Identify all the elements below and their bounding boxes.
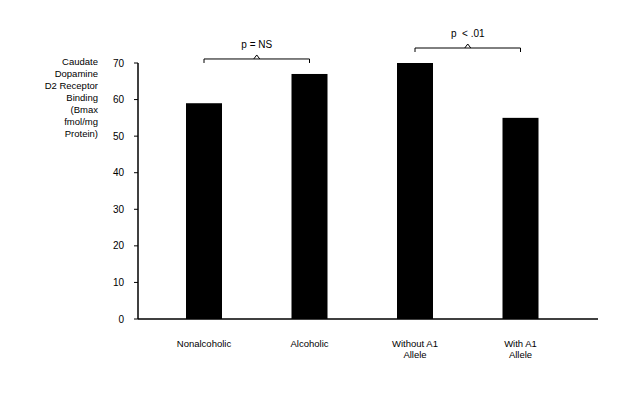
y-tick — [134, 319, 138, 320]
annotation: p < .01 — [451, 28, 485, 39]
bar — [397, 63, 433, 319]
y-tick-label: 60 — [113, 94, 125, 105]
chart: 0 10 20 30 40 50 60 70 CaudateDopamineD2 Recepto… — [0, 0, 630, 395]
x-tick-label-line: Allele — [509, 349, 532, 360]
y-axis-label-line: (Bmax — [71, 104, 99, 115]
y-tick — [134, 209, 138, 210]
x-axis — [138, 318, 598, 320]
bar — [292, 74, 328, 319]
x-tick-label: Alcoholic — [290, 338, 328, 349]
y-tick — [134, 282, 138, 283]
y-tick-label: 70 — [113, 58, 125, 69]
y-axis-label-line: Binding — [66, 92, 98, 103]
bracket-caret — [465, 44, 471, 48]
x-tick-label-line: Nonalcoholic — [177, 338, 232, 349]
y-axis-label-line: Protein) — [65, 128, 98, 139]
y-tick — [134, 172, 138, 173]
bar — [503, 118, 539, 319]
x-tick-label-line: Allele — [403, 349, 426, 360]
y-tick — [134, 245, 138, 246]
annotation: p = NS — [241, 39, 272, 50]
y-tick-label: 0 — [118, 314, 124, 325]
bars — [186, 63, 539, 319]
bracket — [415, 48, 521, 52]
x-tick-label-line: Alcoholic — [290, 338, 328, 349]
y-tick-label: 50 — [113, 131, 125, 142]
y-tick — [134, 99, 138, 100]
bracket-caret — [254, 55, 260, 59]
y-tick-label: 10 — [113, 277, 125, 288]
y-axis-label-line: D2 Receptor — [45, 80, 98, 91]
y-tick-label: 30 — [113, 204, 125, 215]
y-axis-label: CaudateDopamineD2 ReceptorBinding(Bmaxfm… — [45, 56, 99, 139]
y-axis-label-line: Caudate — [62, 56, 98, 67]
y-tick — [134, 63, 138, 64]
x-tick-label-line: With A1 — [504, 338, 537, 349]
y-axis-label-line: fmol/mg — [64, 116, 98, 127]
y-axis-label-line: Dopamine — [55, 68, 98, 79]
x-tick-label: With A1Allele — [504, 338, 537, 360]
y-tick-label: 20 — [113, 240, 125, 251]
y-tick — [134, 136, 138, 137]
bar — [186, 103, 222, 319]
bracket — [204, 59, 310, 63]
y-tick-label: 40 — [113, 167, 125, 178]
y-axis — [137, 63, 139, 319]
x-tick-label: Without A1Allele — [392, 338, 438, 360]
x-tick-label: Nonalcoholic — [177, 338, 232, 349]
x-tick-label-line: Without A1 — [392, 338, 438, 349]
